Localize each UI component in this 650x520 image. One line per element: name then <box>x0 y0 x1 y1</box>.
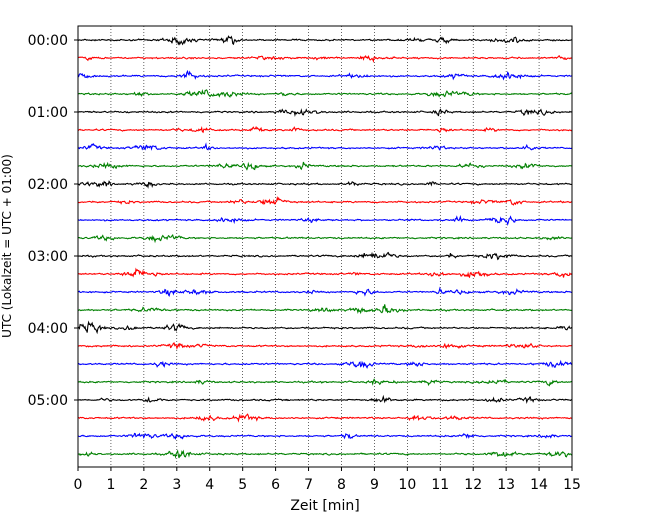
x-tick-label: 4 <box>205 477 214 493</box>
y-tick-label: 01:00 <box>28 105 68 121</box>
x-tick-label: 0 <box>74 477 83 493</box>
trace-0415 <box>77 342 573 351</box>
y-tick-label: 00:00 <box>28 33 68 49</box>
trace-0400 <box>77 320 573 335</box>
trace-0515 <box>77 413 573 423</box>
trace-0045 <box>77 88 573 98</box>
x-tick-label: 2 <box>139 477 148 493</box>
plot-frame <box>77 25 573 468</box>
x-tick-label: 7 <box>304 477 313 493</box>
x-tick-label: 6 <box>271 477 280 493</box>
x-tick-label: 14 <box>530 477 548 493</box>
trace-0300 <box>77 251 573 261</box>
y-tick-label: 03:00 <box>28 249 68 265</box>
trace-0215 <box>77 195 573 206</box>
trace-0530 <box>77 432 573 440</box>
y-tick-label: 05:00 <box>28 393 68 409</box>
seismic-traces <box>77 35 573 459</box>
y-axis-label: UTC (Lokalzeit = UTC + 01:00) <box>0 154 14 338</box>
y-tick-label: 02:00 <box>28 177 68 193</box>
x-tick-label: 8 <box>337 477 346 493</box>
x-tick-label: 11 <box>431 477 449 493</box>
trace-0130 <box>77 142 573 151</box>
x-tick-label: 1 <box>106 477 115 493</box>
x-axis-ticks: 0 1 2 3 4 5 6 7 8 9 10 11 12 13 14 15 <box>74 467 581 493</box>
trace-0230 <box>77 214 573 226</box>
trace-0015 <box>77 54 573 64</box>
x-tick-label: 9 <box>370 477 379 493</box>
trace-0345 <box>77 304 573 315</box>
y-axis-ticks: 00:00 01:00 02:00 03:00 04:00 05:00 <box>28 33 78 409</box>
x-tick-label: 15 <box>563 477 581 493</box>
trace-0445 <box>77 378 573 387</box>
trace-0315 <box>77 267 573 279</box>
trace-0200 <box>77 180 573 189</box>
trace-0500 <box>77 394 573 404</box>
x-tick-label: 13 <box>497 477 515 493</box>
trace-0115 <box>77 125 573 134</box>
trace-0145 <box>77 161 573 171</box>
x-tick-label: 5 <box>238 477 247 493</box>
x-tick-label: 12 <box>464 477 482 493</box>
x-tick-label: 10 <box>398 477 416 493</box>
x-axis-label: Zeit [min] <box>290 498 359 514</box>
trace-0330 <box>77 286 573 297</box>
trace-0030 <box>77 69 573 81</box>
trace-0430 <box>77 359 573 369</box>
trace-0545 <box>77 449 573 459</box>
y-tick-label: 04:00 <box>28 321 68 337</box>
x-tick-label: 3 <box>172 477 181 493</box>
trace-0000 <box>77 35 573 46</box>
trace-0245 <box>77 233 573 244</box>
trace-0100 <box>77 108 573 118</box>
